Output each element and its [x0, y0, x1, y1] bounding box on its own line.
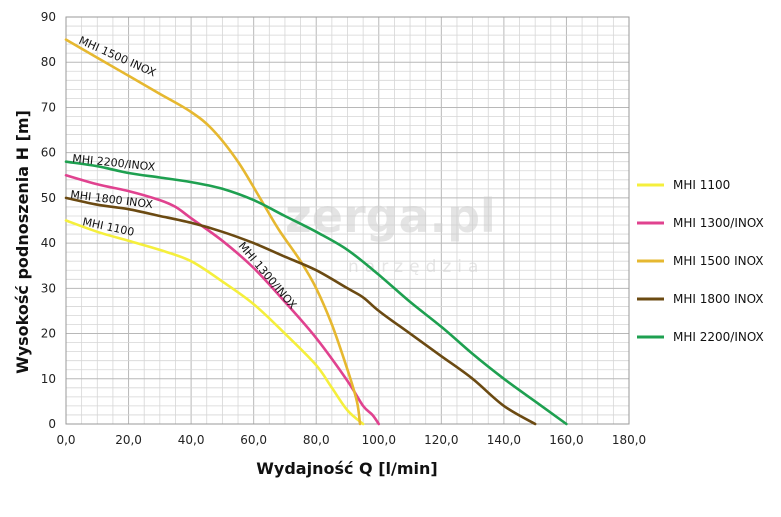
curve-label-mhi-1500-inox: MHI 1500 INOX [77, 34, 158, 80]
x-axis-title: Wydajność Q [l/min] [256, 459, 437, 478]
legend: MHI 1100 MHI 1300/INOX MHI 1500 INOX MHI 18… [637, 178, 764, 344]
legend-entry-mhi-2200-inox: MHI 2200/INOX [673, 330, 764, 344]
series-line-mhi-1800-inox [64, 196, 537, 426]
x-tick-label: 20,0 [115, 433, 142, 447]
y-tick-label: 40 [41, 236, 56, 250]
y-tick-label: 70 [41, 100, 56, 114]
series-line-mhi-1500-inox [64, 38, 362, 426]
x-tick-label: 160,0 [549, 433, 583, 447]
x-tick-label: 180,0 [612, 433, 646, 447]
x-tick-label: 140,0 [487, 433, 521, 447]
series-line-mhi-2200-inox [64, 160, 568, 426]
series-line-mhi-1300-inox [64, 174, 381, 426]
x-tick-label: 120,0 [424, 433, 458, 447]
y-tick-label: 90 [41, 10, 56, 24]
y-tick-label: 30 [41, 281, 56, 295]
x-tick-label: 0,0 [56, 433, 75, 447]
x-tick-label: 40,0 [178, 433, 205, 447]
y-tick-label: 0 [48, 417, 56, 431]
x-tick-label: 80,0 [303, 433, 330, 447]
series-lines [64, 38, 568, 426]
y-axis-title: Wysokość podnoszenia H [m] [13, 110, 32, 374]
y-tick-label: 80 [41, 55, 56, 69]
axes: 0,0 20,0 40,0 60,0 80,0 100,0 120,0 140,0 160,0 1… [41, 10, 646, 447]
x-tick-label: 60,0 [240, 433, 267, 447]
y-tick-label: 50 [41, 191, 56, 205]
legend-entry-mhi-1100: MHI 1100 [673, 178, 730, 192]
legend-entry-mhi-1300-inox: MHI 1300/INOX [673, 216, 764, 230]
legend-entry-mhi-1800-inox: MHI 1800 INOX [673, 292, 764, 306]
series-line-mhi-1100 [64, 219, 365, 426]
watermark-brand: zerga.pl [285, 189, 496, 243]
y-tick-label: 20 [41, 327, 56, 341]
x-tick-label: 100,0 [362, 433, 396, 447]
legend-entry-mhi-1500-inox: MHI 1500 INOX [673, 254, 764, 268]
watermark-tagline: narzędzia [348, 257, 484, 277]
y-tick-label: 60 [41, 146, 56, 160]
y-tick-label: 10 [41, 372, 56, 386]
